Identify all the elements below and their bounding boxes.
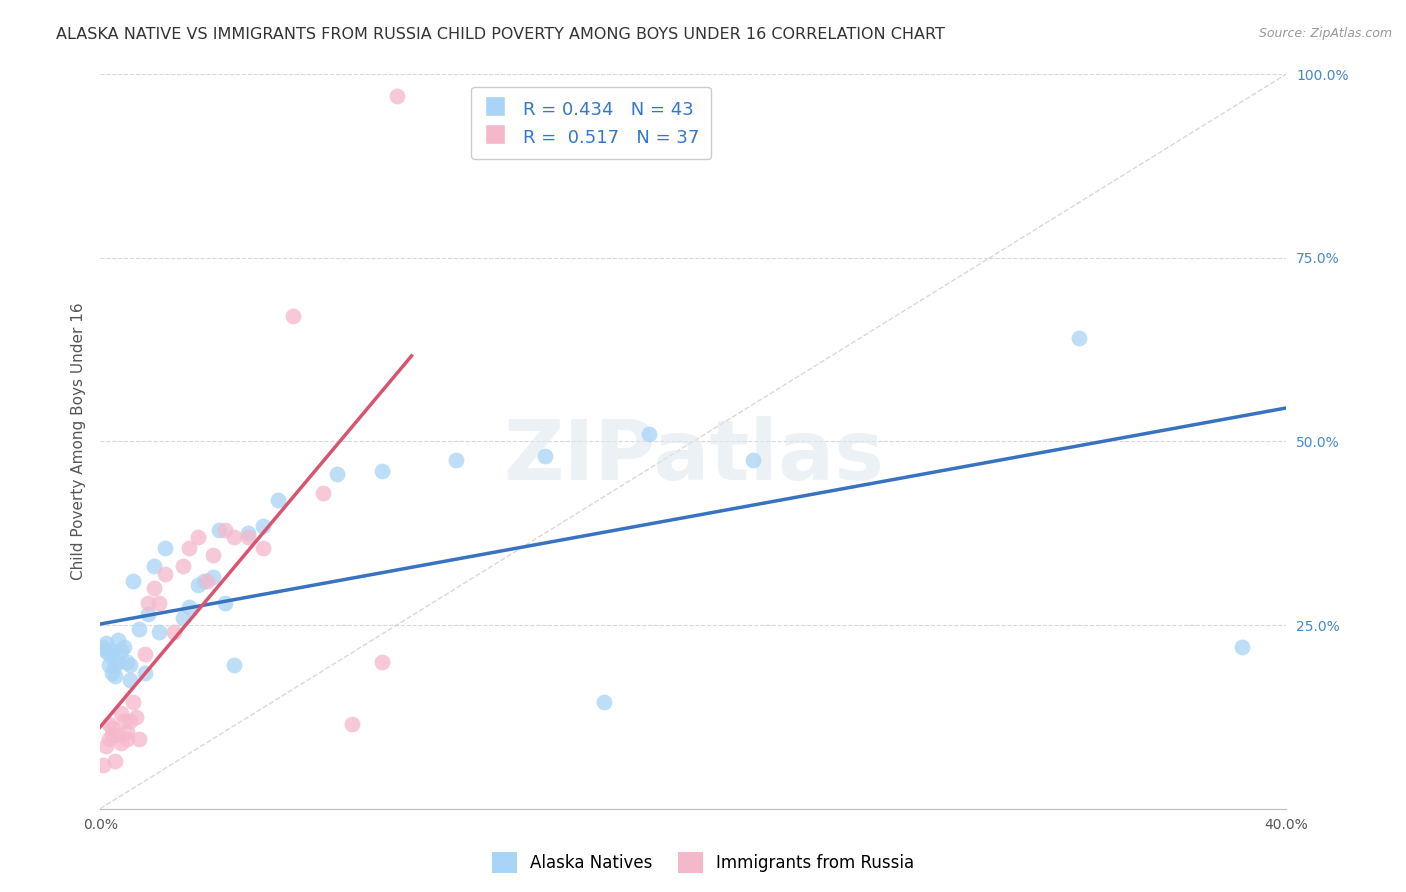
Point bbox=[238, 530, 260, 544]
Point bbox=[201, 570, 224, 584]
Point bbox=[1067, 331, 1090, 345]
Point bbox=[115, 655, 138, 669]
Point bbox=[94, 644, 117, 658]
Y-axis label: Child Poverty Among Boys Under 16: Child Poverty Among Boys Under 16 bbox=[72, 302, 86, 580]
Point bbox=[187, 530, 209, 544]
Point bbox=[121, 574, 143, 588]
Point bbox=[125, 710, 148, 724]
Point bbox=[91, 640, 114, 654]
Point bbox=[371, 655, 394, 669]
Point bbox=[148, 625, 170, 640]
Point bbox=[172, 559, 194, 574]
Point bbox=[326, 467, 349, 482]
Point bbox=[193, 574, 215, 588]
Point bbox=[112, 714, 135, 728]
Point bbox=[101, 644, 124, 658]
Point bbox=[222, 530, 245, 544]
Point bbox=[107, 728, 129, 742]
Point bbox=[155, 566, 177, 581]
Point bbox=[118, 673, 141, 687]
Point bbox=[195, 574, 218, 588]
Point bbox=[252, 541, 274, 555]
Point bbox=[187, 577, 209, 591]
Point bbox=[134, 665, 156, 680]
Point bbox=[142, 559, 165, 574]
Point bbox=[101, 721, 124, 735]
Point bbox=[444, 452, 467, 467]
Point bbox=[172, 610, 194, 624]
Text: ALASKA NATIVE VS IMMIGRANTS FROM RUSSIA CHILD POVERTY AMONG BOYS UNDER 16 CORREL: ALASKA NATIVE VS IMMIGRANTS FROM RUSSIA … bbox=[56, 27, 945, 42]
Point bbox=[136, 596, 159, 610]
Point bbox=[1230, 640, 1253, 654]
Point bbox=[128, 622, 150, 636]
Point bbox=[252, 519, 274, 533]
Point bbox=[121, 695, 143, 709]
Legend: Alaska Natives, Immigrants from Russia: Alaska Natives, Immigrants from Russia bbox=[485, 846, 921, 880]
Point bbox=[107, 655, 129, 669]
Point bbox=[115, 731, 138, 746]
Point bbox=[91, 757, 114, 772]
Point bbox=[107, 632, 129, 647]
Point bbox=[110, 735, 132, 749]
Point bbox=[148, 596, 170, 610]
Point bbox=[342, 717, 364, 731]
Point bbox=[177, 599, 200, 614]
Point bbox=[104, 658, 127, 673]
Point bbox=[163, 625, 186, 640]
Point bbox=[128, 731, 150, 746]
Point bbox=[118, 714, 141, 728]
Point bbox=[94, 636, 117, 650]
Point bbox=[281, 310, 304, 324]
Point bbox=[112, 640, 135, 654]
Point bbox=[177, 541, 200, 555]
Point bbox=[115, 724, 138, 739]
Point bbox=[534, 449, 557, 463]
Point bbox=[371, 464, 394, 478]
Point bbox=[110, 644, 132, 658]
Point bbox=[155, 541, 177, 555]
Point bbox=[238, 526, 260, 541]
Point bbox=[267, 493, 290, 508]
Text: ZIPatlas: ZIPatlas bbox=[503, 416, 884, 497]
Point bbox=[214, 523, 236, 537]
Point bbox=[98, 717, 121, 731]
Point bbox=[142, 582, 165, 596]
Legend: R = 0.434   N = 43, R =  0.517   N = 37: R = 0.434 N = 43, R = 0.517 N = 37 bbox=[471, 87, 710, 159]
Point bbox=[104, 754, 127, 768]
Point bbox=[98, 648, 121, 662]
Point bbox=[208, 523, 231, 537]
Point bbox=[201, 548, 224, 562]
Text: Source: ZipAtlas.com: Source: ZipAtlas.com bbox=[1258, 27, 1392, 40]
Point bbox=[104, 669, 127, 683]
Point bbox=[110, 706, 132, 721]
Point bbox=[136, 607, 159, 621]
Point bbox=[741, 452, 763, 467]
Point bbox=[98, 731, 121, 746]
Point bbox=[385, 89, 408, 103]
Point bbox=[311, 485, 333, 500]
Point bbox=[101, 728, 124, 742]
Point bbox=[637, 427, 659, 442]
Point bbox=[222, 658, 245, 673]
Point bbox=[94, 739, 117, 754]
Point bbox=[118, 658, 141, 673]
Point bbox=[134, 648, 156, 662]
Point bbox=[214, 596, 236, 610]
Point bbox=[593, 695, 616, 709]
Point bbox=[98, 658, 121, 673]
Point bbox=[101, 665, 124, 680]
